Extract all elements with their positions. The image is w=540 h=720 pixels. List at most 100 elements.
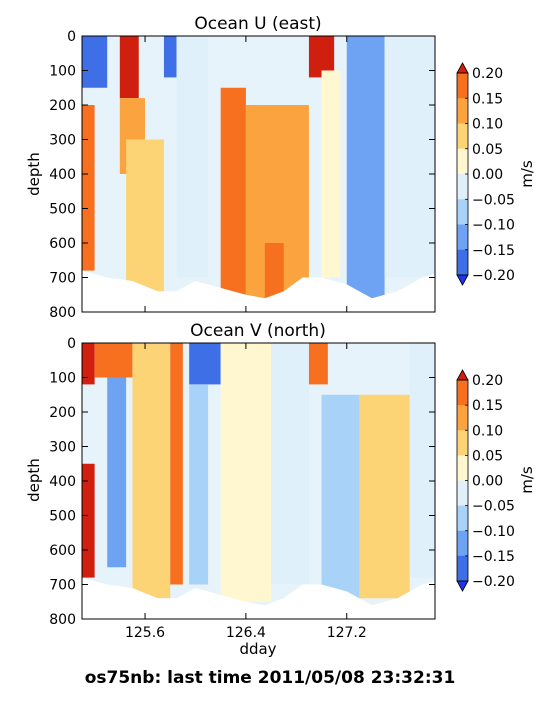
velocity-cell	[132, 343, 171, 599]
colorbar-segment	[457, 98, 468, 124]
colorbar: 0.20 0.15 0.10 0.05 0.00 −0.05 −0.10 −0.15 −0.20	[456, 369, 515, 592]
y-axis-label: depth	[25, 458, 43, 502]
colorbar-segment	[457, 224, 468, 251]
y-axis-label: depth	[25, 152, 43, 196]
y-tick-label: 700	[49, 271, 76, 287]
colorbar-label: m/s	[518, 466, 536, 494]
colorbar-label: m/s	[518, 160, 536, 188]
colorbar-tick-label: 0.10	[472, 117, 503, 133]
velocity-cell	[107, 377, 127, 568]
chart-title: Ocean U (east)	[194, 14, 321, 34]
y-tick-label: 200	[49, 98, 76, 114]
colorbar-tick-label: 0.20	[472, 66, 503, 82]
velocity-cell	[82, 343, 95, 385]
colorbar-segment	[457, 430, 468, 456]
colorbar-segment	[457, 480, 468, 506]
y-tick-label: 800	[49, 612, 76, 628]
x-axis-label: dday	[239, 640, 276, 658]
y-tick-label: 300	[49, 133, 76, 149]
colorbar-segment	[457, 380, 468, 406]
y-tick-label: 600	[49, 236, 76, 252]
colorbar-tick-label: −0.20	[472, 268, 515, 284]
y-tick-label: 700	[49, 578, 76, 594]
plot-frame	[81, 342, 436, 620]
colorbar-tick-label: −0.05	[472, 499, 515, 515]
velocity-cell	[82, 463, 95, 578]
colorbar-segment	[457, 249, 468, 276]
velocity-cell	[220, 343, 272, 602]
colorbar-tick-label: 0.10	[472, 423, 503, 439]
x-tick-label: 126.4	[226, 625, 266, 641]
current-features	[82, 36, 435, 299]
colorbar-segment	[457, 505, 468, 532]
colorbar: 0.20 0.15 0.10 0.05 0.00 −0.05 −0.10 −0.15 −0.20	[456, 62, 515, 286]
colorbar-tick-label: −0.20	[472, 574, 515, 590]
velocity-cell	[176, 36, 209, 278]
colorbar-tick-label: −0.10	[472, 218, 515, 234]
colorbar-tick-label: −0.05	[472, 192, 515, 208]
y-axis-ticks: 0 100 200 300 400 500 600 700 800	[49, 29, 435, 321]
colorbar-segment	[457, 148, 468, 175]
colorbar-tick-label: 0.05	[472, 448, 503, 464]
y-axis-ticks: 0 100 200 300 400 500 600 700 800	[49, 336, 435, 628]
footer-label: os75nb: last time 2011/05/08 23:32:31	[85, 668, 456, 688]
velocity-cell	[359, 394, 410, 599]
colorbar-segment	[457, 455, 468, 481]
velocity-cell	[264, 243, 284, 299]
y-tick-label: 500	[49, 509, 76, 525]
heatmap-area	[82, 343, 435, 606]
velocity-cell	[170, 343, 183, 585]
colorbar-segment	[457, 73, 468, 99]
colorbar-tick-label: 0.00	[472, 167, 503, 183]
y-tick-label: 0	[67, 336, 76, 352]
colorbar-segment	[457, 555, 468, 582]
velocity-cell	[163, 36, 177, 78]
panel-ocean-v: Ocean V (north) depth 0 100 200 300 400 500 60…	[25, 321, 536, 658]
velocity-cell	[119, 36, 139, 99]
velocity-cell	[94, 343, 133, 378]
velocity-cell	[189, 343, 221, 385]
velocity-cell	[82, 36, 108, 88]
y-tick-label: 500	[49, 202, 76, 218]
colorbar-segment	[457, 123, 468, 150]
x-tick-label: 127.2	[327, 625, 367, 641]
y-tick-label: 100	[49, 64, 76, 80]
colorbar-segment	[457, 530, 468, 557]
velocity-cell	[321, 70, 341, 278]
velocity-cell	[346, 36, 385, 299]
y-tick-label: 400	[49, 474, 76, 490]
colorbar-segment	[457, 199, 468, 225]
colorbar-segment	[457, 174, 468, 200]
colorbar-tick-label: −0.10	[472, 524, 515, 540]
x-axis-ticks: 125.6 126.4 127.2	[125, 343, 367, 641]
y-tick-label: 100	[49, 371, 76, 387]
chart-title: Ocean V (north)	[190, 321, 326, 341]
y-tick-label: 400	[49, 167, 76, 183]
velocity-cell	[409, 343, 435, 578]
plot-frame	[81, 35, 436, 313]
colorbar-tick-label: −0.15	[472, 549, 515, 565]
colorbar-tick-label: 0.05	[472, 142, 503, 158]
x-tick-label: 125.6	[125, 625, 165, 641]
velocity-cell	[271, 343, 309, 585]
y-tick-label: 600	[49, 543, 76, 559]
velocity-cell	[321, 394, 360, 602]
y-tick-label: 300	[49, 440, 76, 456]
colorbar-segment	[457, 405, 468, 431]
y-tick-label: 200	[49, 405, 76, 421]
colorbar-tick-label: 0.15	[472, 91, 503, 107]
velocity-cell	[82, 105, 95, 271]
colorbar-tick-label: −0.15	[472, 243, 515, 259]
current-features	[82, 343, 435, 602]
velocity-cell	[308, 343, 328, 385]
colorbar-tick-label: 0.20	[472, 373, 503, 389]
heatmap-area	[82, 36, 435, 299]
panel-ocean-u: Ocean U (east) depth 0 100 200 300 400 500 600…	[25, 14, 536, 321]
velocity-cell	[220, 87, 246, 295]
velocity-cell	[189, 384, 209, 585]
x-axis-ticks	[144, 36, 348, 312]
y-tick-label: 0	[67, 29, 76, 45]
velocity-cell	[384, 36, 435, 278]
y-tick-label: 800	[49, 305, 76, 321]
